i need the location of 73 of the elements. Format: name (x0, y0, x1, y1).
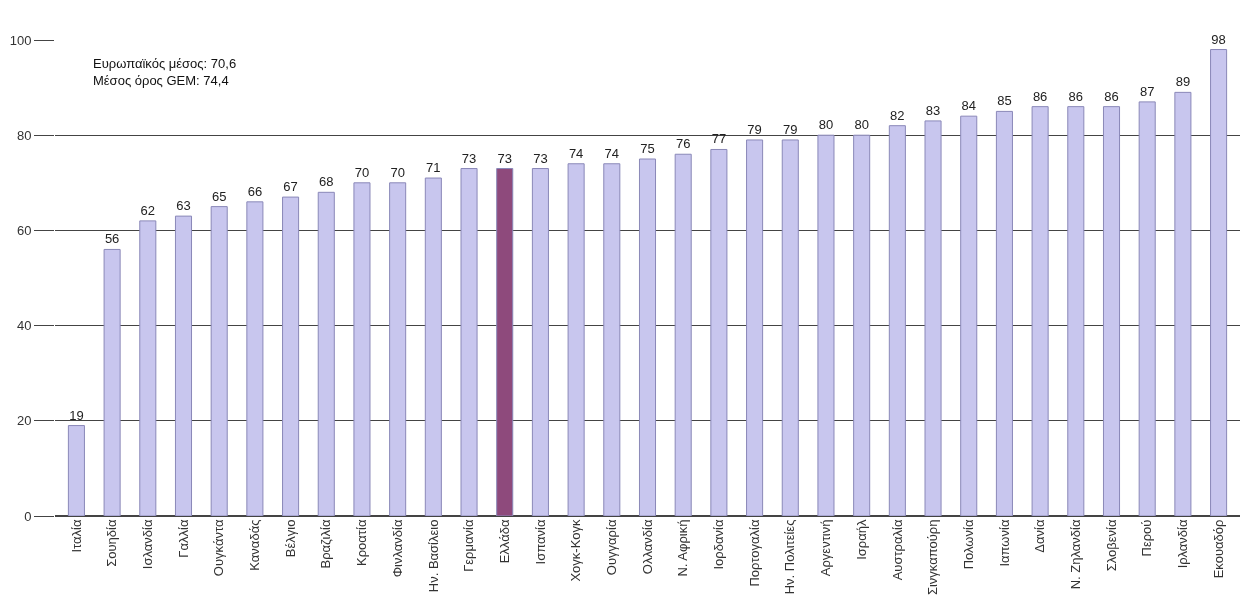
data-label: 79 (783, 121, 798, 137)
x-tick-label: Σλοβενία (1103, 519, 1119, 572)
x-tick-label: Χογκ-Κογκ (568, 519, 584, 582)
data-label: 71 (426, 160, 441, 176)
y-tick-label: 100 (9, 32, 32, 48)
x-tick-label: Γαλλία (175, 519, 191, 558)
x-tick-label: Αυστραλία (889, 519, 905, 581)
x-tick-label: Ελλάδα (496, 519, 512, 564)
y-tick-label: 40 (16, 318, 32, 334)
x-tick-label: Γερμανία (461, 519, 477, 572)
data-label: 75 (640, 141, 655, 156)
annotation: Ευρωπαϊκός μέσος: 70,6 Μέσος όρος GEM: 74,4 (93, 56, 237, 88)
data-label: 74 (568, 145, 584, 161)
data-label: 87 (1139, 83, 1155, 99)
x-tick-label: Πορτογαλία (746, 519, 762, 587)
data-label: 67 (283, 179, 298, 195)
x-tick-label: Σουηδία (104, 519, 120, 567)
data-label: 76 (675, 136, 691, 152)
x-tick-label: Βέλγιο (282, 519, 298, 558)
data-label: 74 (604, 145, 620, 161)
data-label: 65 (211, 188, 227, 204)
x-tick-label: Βραζιλία (318, 519, 334, 569)
data-label: 66 (247, 183, 263, 199)
x-tick-label: Ουγκάντα (211, 519, 227, 577)
data-label: 79 (747, 121, 762, 137)
x-tick-label: Ολλανδία (639, 519, 655, 575)
x-tick-label: Ν. Αφρική (675, 519, 691, 577)
x-tick-label: Ιαπωνία (996, 519, 1012, 567)
x-tick-label: Ην. Πολιτείες (782, 519, 798, 595)
x-tick-label: Κροατία (354, 519, 370, 566)
x-tick-label: Σινγκαπούρη (925, 519, 941, 596)
data-label: 86 (1032, 88, 1048, 104)
data-label: 77 (711, 131, 727, 147)
data-label: 80 (818, 117, 834, 133)
data-label: 85 (997, 93, 1012, 109)
data-label: 73 (497, 150, 512, 166)
data-label: 82 (890, 107, 905, 123)
data-label: 70 (390, 164, 405, 180)
x-tick-label: Εκουαδόρ (1210, 519, 1226, 579)
x-tick-label: Ιρλανδία (1175, 519, 1191, 569)
data-label: 98 (1211, 31, 1226, 47)
data-label: 70 (354, 164, 370, 180)
x-tick-label: Ν. Ζηλανδία (1068, 519, 1084, 590)
data-label: 63 (176, 198, 191, 214)
x-tick-label: Αργεντινή (818, 519, 834, 577)
data-label: 84 (961, 98, 976, 114)
data-label: 86 (1104, 88, 1119, 104)
x-tick-label: Ισραήλ (853, 519, 869, 560)
data-label: 86 (1068, 88, 1084, 104)
data-label: 68 (319, 174, 334, 190)
x-tick-label: Ουγγαρία (604, 519, 620, 576)
data-label: 89 (1175, 74, 1191, 90)
x-tick-label: Ιταλία (68, 519, 84, 553)
y-tick-label: 20 (16, 413, 32, 429)
data-label: 56 (104, 231, 120, 247)
data-label: 73 (461, 150, 477, 166)
data-label: 83 (925, 102, 941, 118)
y-tick-label: 60 (16, 222, 32, 238)
y-tick-label: 0 (24, 508, 32, 524)
x-tick-label: Ιορδανία (711, 519, 727, 570)
x-tick-label: Καναδάς (247, 519, 263, 571)
x-tick-label: Πολωνία (960, 519, 976, 570)
x-tick-label: Ισλανδία (140, 519, 156, 570)
data-label: 19 (69, 407, 84, 423)
data-label: 80 (854, 117, 869, 133)
data-label: 62 (140, 202, 156, 218)
x-tick-label: Φινλανδία (389, 519, 405, 578)
y-tick-label: 80 (16, 127, 32, 143)
x-tick-label: Περού (1139, 519, 1155, 557)
data-label: 73 (533, 150, 548, 166)
x-tick-label: Ισπανία (532, 519, 548, 565)
x-tick-label: Δανία (1032, 519, 1048, 553)
x-tick-label: Ην. Βασίλειο (425, 519, 441, 593)
